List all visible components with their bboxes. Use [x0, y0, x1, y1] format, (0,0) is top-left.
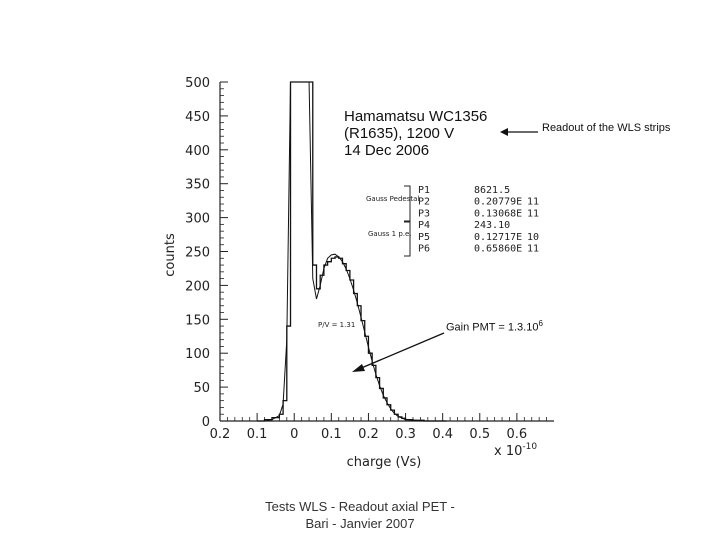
x-tick-label: 0.4	[432, 427, 453, 442]
y-tick-label: 450	[185, 110, 210, 125]
param-bracket-upper	[404, 185, 411, 222]
param-exponent: 11	[527, 197, 539, 208]
param-name: P1	[418, 185, 430, 196]
param-exponent: 11	[527, 208, 539, 219]
param-value: 0.20779E	[474, 197, 522, 208]
fit-label-pedestal: Gauss Pedestal	[366, 195, 419, 203]
y-tick-label: 400	[185, 144, 210, 159]
x-tick-label: 0.3	[395, 427, 416, 442]
param-value: 8621.5	[474, 185, 510, 196]
readout-annotation: Readout of the WLS strips	[542, 122, 671, 134]
y-tick-label: 350	[185, 178, 210, 193]
footer-line-1: Tests WLS - Readout axial PET -	[265, 499, 455, 514]
y-tick-label: 250	[185, 246, 210, 261]
param-name: P4	[418, 220, 430, 231]
x-multiplier: x 10-10	[494, 442, 537, 459]
y-tick-label: 0	[202, 415, 210, 430]
y-ticks: 0 50 100 150 200 250 300 350 400 450 500	[185, 76, 228, 430]
param-value: 0.65860E	[474, 244, 522, 255]
fit-parameters: P1 8621.5 P2 0.20779E 11 P3 0.13068E 11 P4 243.10…	[418, 185, 539, 255]
pv-label: P/V = 1.31	[318, 321, 355, 329]
y-tick-label: 200	[185, 279, 210, 294]
gain-arrow-shaft	[358, 332, 445, 370]
gain-arrow-head	[352, 364, 365, 372]
fit-label-pe: Gauss 1 p.e.	[368, 230, 412, 238]
chart-title-line-1: Hamamatsu WC1356	[344, 108, 487, 125]
param-exponent: 10	[527, 232, 539, 243]
gain-annotation: Gain PMT = 1.3.106	[446, 319, 543, 334]
x-multiplier-exp: -10	[522, 442, 537, 452]
param-name: P2	[418, 197, 430, 208]
gain-annotation-text: Gain PMT = 1.3.10	[446, 321, 539, 334]
param-bracket-lower	[404, 221, 411, 257]
param-value: 0.13068E	[474, 208, 522, 219]
x-tick-label: 0.1	[247, 427, 268, 442]
param-value: 0.12717E	[474, 232, 522, 243]
x-tick-label: 0.1	[321, 427, 342, 442]
x-tick-label: 0.2	[358, 427, 379, 442]
x-tick-label: 0	[290, 427, 298, 442]
y-tick-label: 100	[185, 347, 210, 362]
x-tick-label: 0.6	[507, 427, 528, 442]
y-tick-label: 50	[193, 381, 210, 396]
readout-arrow	[500, 128, 538, 136]
chart-title-line-3: 14 Dec 2006	[344, 142, 429, 159]
gain-annotation-exp: 6	[538, 319, 543, 328]
y-tick-label: 300	[185, 212, 210, 227]
readout-arrow-head	[500, 128, 508, 136]
x-multiplier-base: x 10	[494, 444, 522, 459]
param-exponent: 11	[527, 244, 539, 255]
fit-curve	[264, 81, 425, 422]
y-tick-label: 150	[185, 313, 210, 328]
param-brackets	[404, 185, 411, 257]
param-value: 243.10	[474, 220, 510, 231]
gain-arrow	[352, 332, 445, 372]
slide-footer: Tests WLS - Readout axial PET - Bari - J…	[240, 498, 480, 532]
footer-line-2: Bari - Janvier 2007	[305, 516, 415, 531]
y-axis-label: counts	[163, 233, 178, 277]
x-ticks: 0.2 0.1 0 0.1 0.2 0.3 0.4 0.5 0.6	[210, 413, 547, 442]
x-axis-label: charge (Vs)	[347, 455, 422, 470]
fit-label-pe-text: Gauss 1 p.e.	[368, 230, 412, 238]
param-name: P5	[418, 232, 430, 243]
param-name: P6	[418, 244, 430, 255]
param-name: P3	[418, 208, 430, 219]
x-tick-label: 0.2	[210, 427, 231, 442]
fit-label-pedestal-text: Gauss Pedestal	[366, 195, 419, 203]
chart-title-line-2: (R1635), 1200 V	[344, 125, 454, 142]
y-tick-label: 500	[185, 76, 210, 91]
x-tick-label: 0.5	[469, 427, 490, 442]
